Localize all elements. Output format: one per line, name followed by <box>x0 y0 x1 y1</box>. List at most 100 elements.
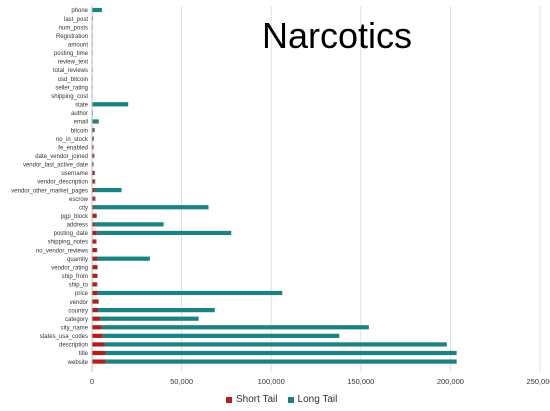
y-tick-label: review_text <box>58 60 89 66</box>
bar-long-tail <box>93 145 94 150</box>
bar-short-tail <box>92 350 106 356</box>
y-tick-label: usd_bitcoin <box>58 77 88 83</box>
x-tick-label: 0 <box>90 377 94 386</box>
bar-short-tail <box>92 299 99 304</box>
y-tick-label: email <box>74 120 88 126</box>
y-tick-label: escrow <box>69 197 89 203</box>
bar-long-tail <box>94 222 164 227</box>
bar-long-tail <box>94 196 96 201</box>
bar-short-tail <box>92 213 97 218</box>
bars <box>92 7 457 364</box>
x-tick-label: 200,000 <box>437 377 464 386</box>
x-tick-label: 100,000 <box>258 377 285 386</box>
legend-label-short-tail: Short Tail <box>236 394 278 405</box>
legend: Short Tail Long Tail <box>226 394 337 405</box>
bar-short-tail <box>92 136 94 141</box>
bar-long-tail <box>93 162 94 167</box>
y-tick-label: ship_to <box>69 283 89 289</box>
bar-short-tail <box>92 179 95 184</box>
bar-long-tail <box>92 119 99 124</box>
legend-label-long-tail: Long Tail <box>297 394 338 405</box>
y-tick-label: no_in_stock <box>56 137 89 143</box>
y-tick-label: phone <box>71 8 88 14</box>
bar-long-tail <box>93 136 94 141</box>
bar-short-tail <box>92 282 97 287</box>
y-tick-label: vendor_other_market_pages <box>11 188 88 194</box>
bar-short-tail <box>92 127 94 133</box>
y-tick-label: vendor_rating <box>51 265 88 271</box>
y-tick-label: username <box>61 171 88 177</box>
y-tick-label: country <box>68 308 88 314</box>
bar-long-tail <box>94 170 95 176</box>
y-tick-label: shipping_cost <box>51 94 88 100</box>
bar-long-tail <box>96 213 97 218</box>
bar-long-tail <box>95 239 97 244</box>
y-tick-label: seller_rating <box>55 85 88 91</box>
y-tick-label: title <box>79 351 89 357</box>
bar-short-tail <box>92 273 98 278</box>
legend-item-short-tail: Short Tail <box>226 394 278 405</box>
bar-long-tail <box>93 153 95 158</box>
y-tick-label: pgp_block <box>61 214 89 220</box>
y-tick-label: posting_date <box>54 231 89 237</box>
x-tick-label: 250,000 <box>526 377 550 386</box>
bar-long-tail <box>92 102 129 107</box>
x-tick-label: 150,000 <box>347 377 374 386</box>
bar-long-tail <box>94 187 122 193</box>
bar-long-tail <box>92 7 102 13</box>
bar-short-tail <box>92 290 98 296</box>
y-tick-label: vendor <box>70 300 88 306</box>
bar-short-tail <box>92 316 101 321</box>
y-tick-label: author <box>71 111 88 117</box>
y-tick-label: city <box>79 205 88 211</box>
bar-long-tail <box>97 265 98 270</box>
y-tick-label: total_reviews <box>53 68 88 74</box>
chart-title: Narcotics <box>262 15 413 56</box>
y-tick-label: posting_time <box>54 51 89 57</box>
bar-short-tail <box>92 230 97 236</box>
bar-short-tail <box>92 248 97 253</box>
bar-short-tail <box>92 359 106 364</box>
y-tick-label: vendor_description <box>37 180 88 186</box>
bar-short-tail <box>92 333 103 338</box>
bar-long-tail <box>97 290 283 296</box>
bar-long-tail <box>105 359 457 364</box>
gridlines <box>181 6 541 372</box>
bar-long-tail <box>98 308 215 313</box>
bar-long-tail <box>105 350 457 356</box>
y-tick-label: price <box>75 291 89 297</box>
bar-short-tail <box>92 308 99 313</box>
bar-long-tail <box>100 316 199 321</box>
y-tick-label: description <box>59 343 88 349</box>
y-tick-label: quantity <box>67 257 88 263</box>
legend-swatch-long-tail <box>287 396 294 403</box>
y-tick-label: state <box>75 103 89 109</box>
bar-short-tail <box>92 256 98 261</box>
bar-long-tail <box>104 342 447 347</box>
y-tick-label: num_posts <box>59 25 88 31</box>
bar-long-tail <box>97 256 150 261</box>
bar-short-tail <box>92 265 98 270</box>
bar-short-tail <box>92 170 95 176</box>
y-tick-label: no_vendor_reviews <box>36 248 88 254</box>
y-tick-label: fe_enabled <box>58 145 88 151</box>
y-tick-label: vendor_last_active_date <box>23 163 89 169</box>
bar-short-tail <box>92 325 102 330</box>
bar-long-tail <box>94 179 96 184</box>
y-tick-label: bitcoin <box>71 128 88 134</box>
bar-long-tail <box>96 230 232 236</box>
bar-short-tail <box>92 342 105 347</box>
bar-long-tail <box>93 205 209 210</box>
y-tick-label: date_vendor_joined <box>35 154 88 160</box>
y-tick-label: amount <box>68 43 88 49</box>
bar-short-tail <box>92 153 94 158</box>
y-tick-label: city_name <box>61 325 89 331</box>
x-axis-labels: 0 50,000 100,000 150,000 200,000 250,000 <box>90 377 550 386</box>
bar-short-tail <box>92 187 95 193</box>
x-tick-label: 50,000 <box>170 377 193 386</box>
bar-short-tail <box>92 222 95 227</box>
bar-long-tail <box>101 325 369 330</box>
bar-short-tail <box>92 162 94 167</box>
bar-short-tail <box>92 239 96 244</box>
